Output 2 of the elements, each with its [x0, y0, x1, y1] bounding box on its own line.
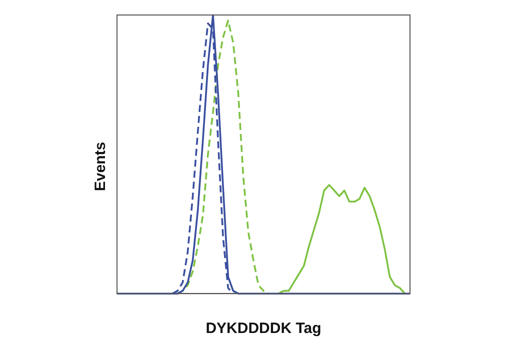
- x-axis-title: DYKDDDDK Tag: [206, 320, 322, 338]
- y-axis-title: Events: [92, 142, 110, 192]
